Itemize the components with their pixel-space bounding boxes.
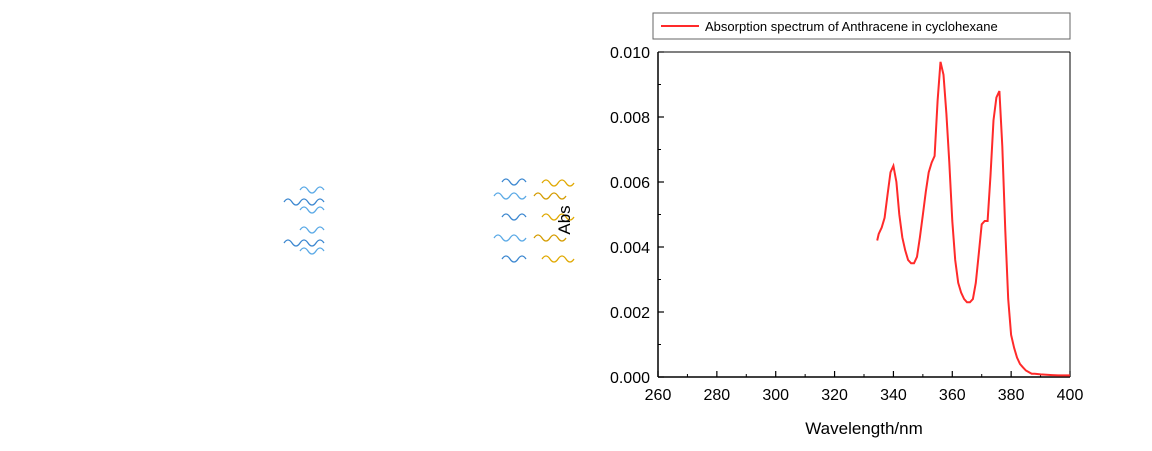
plot-area: 260 280 300 320 340 360 380 400 0.000 0.002 0.004… <box>610 45 1083 404</box>
wave-decoration-group-center <box>493 178 575 263</box>
wave-decoration-group-left <box>283 186 325 255</box>
wave-icon <box>283 198 325 206</box>
wave-icon <box>493 234 527 242</box>
y-ticks: 0.000 0.002 0.004 0.006 0.008 0.010 <box>610 45 664 387</box>
wave-icon <box>299 186 325 194</box>
x-tick-label: 280 <box>704 387 731 404</box>
x-tick-label: 340 <box>880 387 907 404</box>
wave-icon <box>541 255 575 263</box>
y-tick-label: 0.002 <box>610 305 650 322</box>
wave-icon <box>299 226 325 234</box>
y-tick-label: 0.004 <box>610 240 650 257</box>
x-tick-label: 320 <box>821 387 848 404</box>
y-tick-label: 0.010 <box>610 45 650 62</box>
wave-icon <box>283 239 325 247</box>
wave-icon <box>501 178 527 186</box>
wave-icon <box>501 255 527 263</box>
x-tick-label: 300 <box>762 387 789 404</box>
wave-icon <box>541 179 575 187</box>
x-axis-title: Wavelength/nm <box>805 419 922 438</box>
wave-icon <box>501 213 527 221</box>
series-line-anthracene <box>876 61 1070 377</box>
wave-icon <box>299 247 325 255</box>
wave-icon <box>533 234 567 242</box>
x-tick-label: 380 <box>998 387 1025 404</box>
y-tick-label: 0.008 <box>610 110 650 127</box>
wave-icon <box>533 192 567 200</box>
x-tick-label: 400 <box>1057 387 1084 404</box>
y-axis-title: Abs <box>555 205 574 234</box>
y-tick-label: 0.006 <box>610 175 650 192</box>
x-tick-label: 360 <box>939 387 966 404</box>
x-tick-label: 260 <box>645 387 672 404</box>
legend-box <box>652 12 1071 40</box>
y-tick-label: 0.000 <box>610 370 650 387</box>
legend-label: Absorption spectrum of Anthracene in cyc… <box>705 19 998 34</box>
x-ticks: 260 280 300 320 340 360 380 400 <box>645 371 1084 404</box>
wave-icon <box>541 213 575 221</box>
wave-icon <box>299 206 325 214</box>
legend: Absorption spectrum of Anthracene in cyc… <box>652 12 1071 40</box>
wave-icon <box>493 192 527 200</box>
